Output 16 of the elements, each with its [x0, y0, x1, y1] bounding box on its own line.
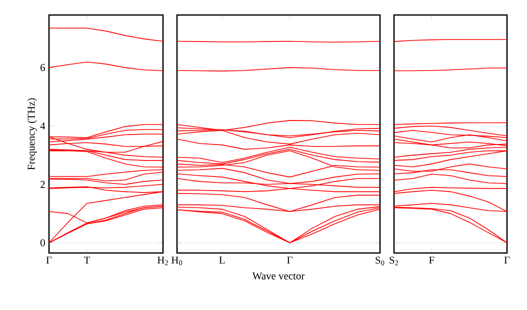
x-tick-label: H$_{0}$: [171, 256, 182, 266]
x-tick-label: T: [84, 256, 90, 264]
x-axis-title: Wave vector: [252, 272, 305, 280]
x-tick-label: Γ: [504, 256, 510, 264]
x-tick-label: H$_{2}$: [157, 256, 168, 266]
y-axis-title: Frequency (THz): [27, 98, 37, 170]
y-tick-label: 0: [40, 239, 45, 246]
x-tick-label: F: [429, 256, 434, 264]
x-tick-label: S$_{0}$: [376, 256, 384, 266]
y-tick-label: 4: [40, 122, 46, 130]
x-tick-label: Γ: [46, 256, 52, 264]
x-tick-label: S$_{2}$: [390, 256, 398, 266]
y-tick-label: 2: [40, 180, 45, 188]
x-tick-label: L: [219, 256, 225, 264]
x-tick-label: Γ: [287, 256, 292, 264]
y-tick-label: 6: [40, 64, 46, 72]
